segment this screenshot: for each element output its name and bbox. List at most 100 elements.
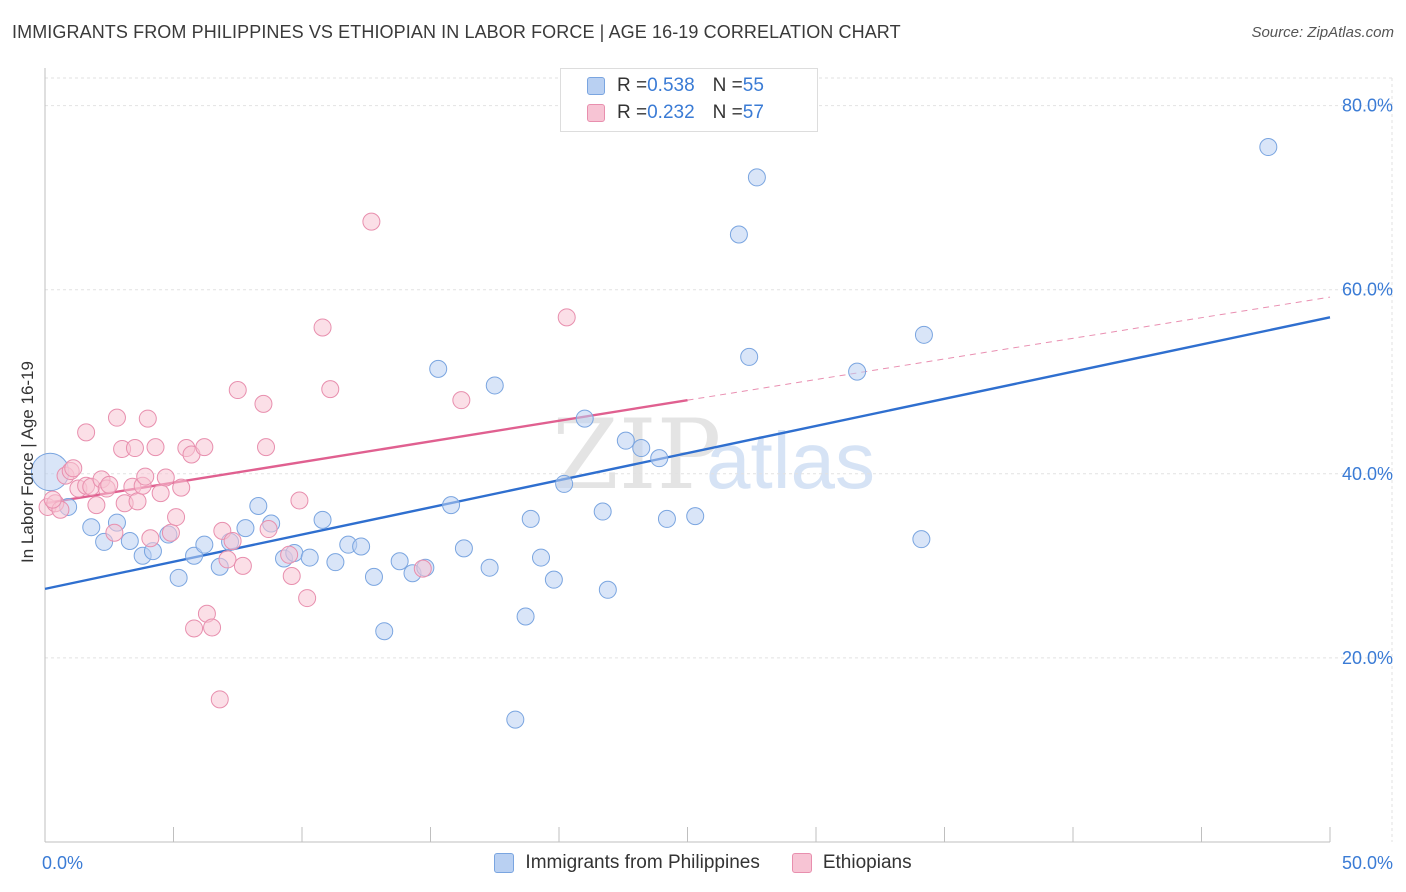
- blue-point: [313, 510, 332, 529]
- blue-point: [1259, 138, 1278, 157]
- blue-point: [429, 359, 448, 378]
- pink-point: [105, 523, 124, 542]
- blue-point: [632, 439, 651, 458]
- pink-point: [218, 550, 237, 569]
- chart-title: IMMIGRANTS FROM PHILIPPINES VS ETHIOPIAN…: [12, 22, 901, 42]
- legend-n-value: 57: [742, 102, 764, 123]
- pink-point: [64, 459, 83, 478]
- blue-point: [185, 546, 204, 565]
- blue-point: [740, 347, 759, 366]
- pink-point: [172, 478, 191, 497]
- legend-r-label: R =: [617, 75, 648, 96]
- pink-point: [257, 438, 276, 457]
- blue-point: [82, 518, 101, 537]
- series-swatch-pink: [791, 853, 812, 873]
- blue-point: [598, 580, 617, 599]
- pink-point: [43, 490, 62, 509]
- watermark-atlas: atlas: [706, 416, 875, 505]
- blue-point: [485, 376, 504, 395]
- pink-point: [290, 491, 309, 510]
- blue-point: [729, 225, 748, 244]
- y-tick-label: 40.0%: [1342, 464, 1393, 484]
- blue-point: [326, 553, 345, 572]
- legend-r-label: R =: [617, 102, 648, 123]
- pink-point: [77, 423, 96, 442]
- blue-point: [914, 325, 933, 344]
- blue-point: [120, 532, 139, 551]
- legend-row-philippines: R = 0.538 N = 55: [587, 74, 764, 98]
- pink-point: [87, 496, 106, 515]
- blue-point: [249, 497, 268, 516]
- pink-point: [282, 566, 301, 585]
- series-legend-ethiopians[interactable]: Ethiopians: [791, 852, 912, 874]
- y-axis-label: In Labor Force | Age 16-19: [18, 361, 37, 563]
- blue-point: [747, 168, 766, 187]
- blue-point: [575, 409, 594, 428]
- pink-point: [280, 545, 299, 564]
- pink-point: [321, 380, 340, 399]
- blue-point: [616, 431, 635, 450]
- blue-point: [169, 568, 188, 587]
- legend-n-label: N =: [712, 102, 743, 123]
- blue-point: [555, 474, 574, 493]
- pink-point: [254, 394, 273, 413]
- blue-point: [236, 519, 255, 538]
- blue-point: [506, 710, 525, 729]
- blue-point: [848, 362, 867, 381]
- chart-source: Source: ZipAtlas.com: [1251, 24, 1394, 41]
- pink-point: [146, 438, 165, 457]
- blue-point: [516, 607, 535, 626]
- blue-trend-line: [44, 316, 1331, 591]
- scatter-points: [30, 138, 1278, 729]
- tick-labels: 20.0% 40.0% 60.0% 80.0% 0.0% 50.0%: [42, 96, 1393, 873]
- blue-point: [521, 509, 540, 528]
- pink-point: [313, 318, 332, 337]
- pink-point: [203, 618, 222, 637]
- series-legend-philippines[interactable]: Immigrants from Philippines: [494, 852, 760, 874]
- blue-point: [300, 548, 319, 567]
- blue-point: [454, 539, 473, 558]
- legend-n-label: N =: [712, 75, 743, 96]
- pink-point: [210, 690, 229, 709]
- series-legend-label: Ethiopians: [822, 852, 912, 873]
- watermark: ZIP atlas: [552, 399, 875, 511]
- pink-point: [136, 467, 155, 486]
- y-tick-label: 60.0%: [1342, 280, 1393, 300]
- pink-point: [228, 381, 247, 400]
- blue-point: [912, 530, 931, 549]
- pink-point: [141, 529, 160, 548]
- legend-swatch-pink: [587, 104, 605, 122]
- blue-point: [375, 622, 394, 641]
- blue-point: [686, 507, 705, 526]
- pink-point: [185, 619, 204, 638]
- legend-r-value: 0.538: [647, 75, 695, 96]
- pink-point: [233, 556, 252, 575]
- blue-point: [352, 537, 371, 556]
- x-tick-label: 0.0%: [42, 853, 83, 873]
- blue-point: [195, 535, 214, 554]
- pink-point: [195, 438, 214, 457]
- blue-point: [650, 449, 669, 468]
- pink-point: [362, 212, 381, 231]
- legend-n-value: 55: [742, 75, 764, 96]
- pink-point: [161, 523, 180, 542]
- blue-point: [442, 496, 461, 515]
- blue-point: [480, 558, 499, 577]
- blue-point: [390, 552, 409, 571]
- legend-row-ethiopians: R = 0.232 N = 57: [587, 101, 764, 125]
- pink-point: [107, 408, 126, 427]
- pink-point: [259, 520, 278, 539]
- pink-point: [223, 532, 242, 551]
- pink-point: [413, 559, 432, 578]
- series-legend-label: Immigrants from Philippines: [525, 852, 760, 873]
- pink-point: [167, 508, 186, 527]
- blue-point: [544, 570, 563, 589]
- pink-point: [125, 439, 144, 458]
- pink-point: [298, 589, 317, 608]
- series-legend: Immigrants from Philippines Ethiopians: [0, 852, 1406, 874]
- y-tick-label: 80.0%: [1342, 96, 1393, 116]
- pink-point: [100, 475, 119, 494]
- y-tick-label: 20.0%: [1342, 648, 1393, 668]
- pink-point: [151, 484, 170, 503]
